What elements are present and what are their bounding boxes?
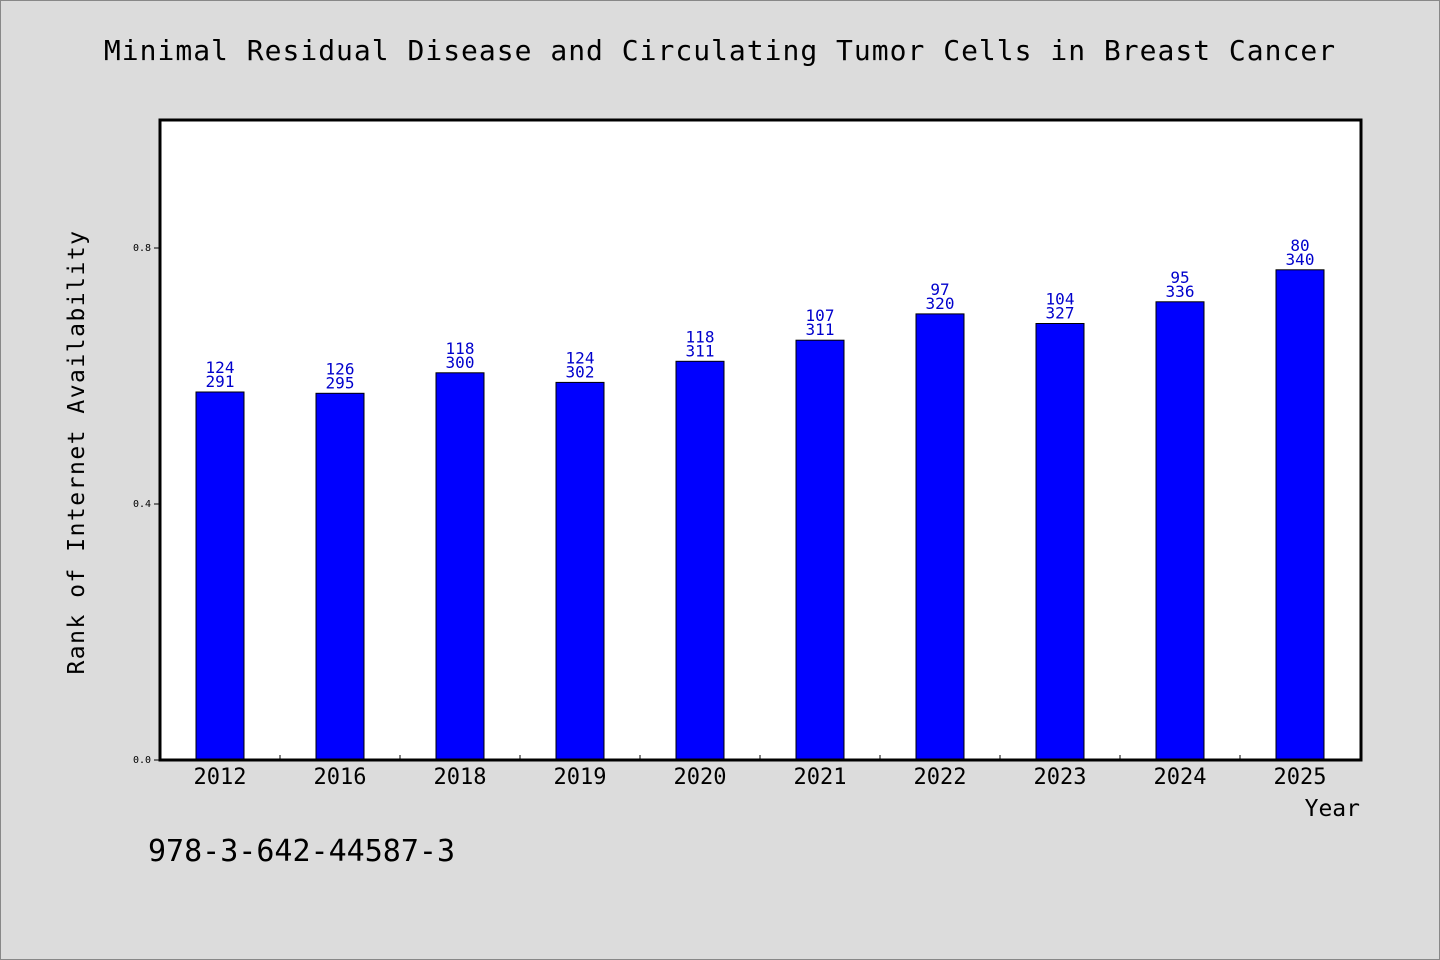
- bar-label-bottom-2020: 311: [686, 341, 715, 360]
- plot-frame: [158, 118, 1363, 762]
- bar-label-bottom-2019: 302: [566, 362, 595, 381]
- bar-label-top-2022: 97: [930, 280, 949, 299]
- x-tick-label-2020: 2020: [674, 765, 727, 790]
- bar-label-top-2018: 118: [446, 339, 475, 358]
- x-axis-title: Year: [1304, 796, 1360, 822]
- bar-label-bottom-2018: 300: [446, 353, 475, 372]
- bar-2025: [1275, 269, 1325, 761]
- bar-2021: [795, 339, 845, 761]
- bar-2023: [1035, 323, 1085, 761]
- bar-label-top-2023: 104: [1046, 290, 1075, 309]
- x-tick-label-2023: 2023: [1034, 765, 1087, 790]
- bar-label-bottom-2024: 336: [1166, 282, 1195, 301]
- bar-label-top-2019: 124: [566, 348, 595, 367]
- x-tick-label-2025: 2025: [1274, 765, 1327, 790]
- bar-label-top-2020: 118: [686, 327, 715, 346]
- y-tick-label-0.0: 0.0: [133, 755, 151, 766]
- bar-label-top-2012: 124: [206, 358, 235, 377]
- bar-label-bottom-2025: 340: [1286, 250, 1315, 269]
- bar-2020: [675, 360, 725, 761]
- bar-label-top-2021: 107: [806, 306, 835, 325]
- chart-title: Minimal Residual Disease and Circulating…: [103, 34, 1337, 67]
- x-tick-label-2019: 2019: [554, 765, 607, 790]
- x-tick-label-2024: 2024: [1154, 765, 1207, 790]
- bar-2012: [195, 391, 245, 761]
- bar-2022: [915, 313, 965, 761]
- bar-label-bottom-2023: 327: [1046, 304, 1075, 323]
- y-tick-label-0.8: 0.8: [133, 243, 151, 254]
- bar-label-top-2016: 126: [326, 359, 355, 378]
- bar-label-bottom-2021: 311: [806, 320, 835, 339]
- bar-2016: [315, 392, 365, 761]
- bar-label-top-2024: 95: [1170, 268, 1189, 287]
- bar-2024: [1155, 301, 1205, 761]
- bar-label-bottom-2022: 320: [926, 294, 955, 313]
- bar-label-top-2025: 80: [1290, 236, 1309, 255]
- bar-2018: [435, 372, 485, 761]
- y-axis-title: Rank of Internet Availability: [64, 229, 90, 675]
- x-tick-label-2018: 2018: [434, 765, 487, 790]
- y-tick-label-0.4: 0.4: [133, 499, 151, 510]
- x-tick-label-2022: 2022: [914, 765, 967, 790]
- isbn-text: 978-3-642-44587-3: [148, 834, 456, 869]
- x-tick-label-2021: 2021: [794, 765, 847, 790]
- x-tick-label-2012: 2012: [194, 765, 247, 790]
- bar-2019: [555, 381, 605, 761]
- x-tick-label-2016: 2016: [314, 765, 367, 790]
- bar-label-bottom-2012: 291: [206, 372, 235, 391]
- bar-label-bottom-2016: 295: [326, 373, 355, 392]
